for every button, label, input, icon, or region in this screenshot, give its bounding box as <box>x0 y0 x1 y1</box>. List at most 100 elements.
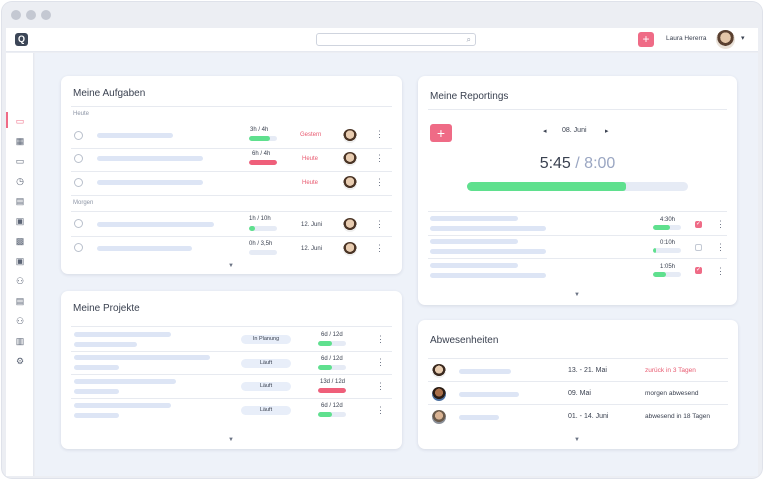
report-checkbox[interactable] <box>695 220 702 228</box>
report-desc-placeholder <box>430 273 546 278</box>
user-name[interactable]: Laura Hererra <box>666 35 707 42</box>
sidebar-reports-icon[interactable]: ▥ <box>15 336 25 346</box>
sidebar-users-icon[interactable]: ⚇ <box>15 316 25 326</box>
divider <box>71 211 392 212</box>
app-logo[interactable]: Q <box>15 33 28 46</box>
sidebar-settings-icon[interactable]: ⚙ <box>15 356 25 366</box>
target-time: 8:00 <box>584 155 616 172</box>
assignee-avatar[interactable] <box>343 218 357 232</box>
assignee-avatar[interactable] <box>343 242 357 256</box>
divider <box>428 235 727 236</box>
absences-card: Abwesenheiten 13. - 21. Mai zurück in 3 … <box>418 320 738 449</box>
chevron-down-icon[interactable]: ▾ <box>741 35 745 42</box>
report-desc-placeholder <box>430 226 546 231</box>
more-icon[interactable]: ⋮ <box>376 334 385 344</box>
tasks-card: Meine Aufgaben Heute 3h / 4h Gestern ⋮ 6… <box>61 76 402 274</box>
more-icon[interactable]: ⋮ <box>375 129 384 139</box>
divider <box>428 381 728 382</box>
assignee-avatar[interactable] <box>343 176 357 190</box>
task-due: Heute <box>302 156 319 162</box>
more-icon[interactable]: ⋮ <box>376 405 385 415</box>
report-title-placeholder <box>430 216 518 221</box>
more-icon[interactable]: ⋮ <box>375 177 384 187</box>
absence-dates: 01. - 14. Juni <box>568 413 609 420</box>
reportings-card: Meine Reportings + ◂ 08. Juni ▸ 5:45 / 8… <box>418 76 737 305</box>
task-checkbox[interactable] <box>74 131 83 140</box>
window-close-dot[interactable] <box>11 10 21 20</box>
top-bar: Q ⌕ + Laura Hererra ▾ <box>6 28 758 52</box>
sidebar-team-icon[interactable]: ⚇ <box>15 276 25 286</box>
sidebar-company-icon[interactable]: ▤ <box>15 296 25 306</box>
more-icon[interactable]: ⋮ <box>375 219 384 229</box>
task-checkbox[interactable] <box>74 178 83 187</box>
sidebar-copy-icon[interactable]: ▣ <box>15 256 25 266</box>
sidebar-timer-icon[interactable]: ◷ <box>16 176 24 186</box>
project-name-placeholder <box>74 355 210 360</box>
task-progress-fill <box>249 160 277 165</box>
report-progress-fill <box>653 248 656 253</box>
divider <box>71 326 392 327</box>
report-progress-fill <box>653 225 670 230</box>
window-chrome <box>2 2 762 28</box>
next-day-icon[interactable]: ▸ <box>605 128 609 135</box>
more-icon[interactable]: ⋮ <box>376 381 385 391</box>
window-maximize-dot[interactable] <box>41 10 51 20</box>
report-progress <box>653 272 681 277</box>
task-progress <box>249 250 277 255</box>
sidebar-inbox-icon[interactable]: ▭ <box>15 156 25 166</box>
tasks-title: Meine Aufgaben <box>73 88 146 99</box>
more-icon[interactable]: ⋮ <box>376 357 385 367</box>
report-checkbox[interactable] <box>695 244 702 251</box>
search-input[interactable]: ⌕ <box>316 33 476 46</box>
task-checkbox[interactable] <box>74 154 83 163</box>
absence-status: morgen abwesend <box>645 390 699 397</box>
window-minimize-dot[interactable] <box>26 10 36 20</box>
task-progress <box>249 226 277 231</box>
more-icon[interactable]: ⋮ <box>716 266 725 276</box>
task-due: 12. Juni <box>301 246 323 252</box>
project-status-badge: Läuft <box>241 382 291 391</box>
report-time: 4:30h <box>660 217 676 223</box>
add-report-button[interactable]: + <box>430 124 452 142</box>
task-title-placeholder <box>97 180 203 185</box>
assignee-avatar[interactable] <box>343 129 357 143</box>
task-checkbox[interactable] <box>74 243 83 252</box>
divider <box>428 211 727 212</box>
expand-chevron-icon[interactable]: ▼ <box>228 263 234 269</box>
project-status-badge: In Planung <box>241 335 291 344</box>
project-days: 6d / 12d <box>321 403 343 409</box>
add-button[interactable]: + <box>638 32 654 47</box>
project-progress-fill <box>318 412 332 417</box>
section-tomorrow: Morgen <box>73 200 94 206</box>
report-checkbox[interactable] <box>695 266 702 274</box>
task-progress-fill <box>249 136 270 141</box>
prev-day-icon[interactable]: ◂ <box>543 128 547 135</box>
divider <box>71 351 392 352</box>
assignee-avatar[interactable] <box>343 152 357 166</box>
sidebar-documents-icon[interactable]: ▣ <box>15 216 25 226</box>
daily-progress <box>467 182 688 191</box>
expand-chevron-icon[interactable]: ▼ <box>228 437 234 443</box>
project-progress-fill <box>318 365 332 370</box>
sidebar-dashboard-icon[interactable]: ▦ <box>15 136 25 146</box>
sidebar-monitor-icon[interactable]: ▭ <box>15 116 25 126</box>
user-avatar[interactable] <box>716 30 735 49</box>
logged-time: 5:45 <box>539 155 571 172</box>
absences-title: Abwesenheiten <box>430 335 499 346</box>
task-checkbox[interactable] <box>74 219 83 228</box>
expand-chevron-icon[interactable]: ▼ <box>574 292 580 298</box>
sidebar-calendar-icon[interactable]: ▩ <box>15 236 25 246</box>
more-icon[interactable]: ⋮ <box>375 153 384 163</box>
task-title-placeholder <box>97 222 214 227</box>
divider <box>71 236 392 237</box>
sidebar-buildings-icon[interactable]: ▤ <box>15 196 25 206</box>
absence-status: abwesend in 18 Tagen <box>645 413 710 420</box>
more-icon[interactable]: ⋮ <box>716 242 725 252</box>
more-icon[interactable]: ⋮ <box>375 243 384 253</box>
divider <box>428 404 728 405</box>
more-icon[interactable]: ⋮ <box>716 219 725 229</box>
project-client-placeholder <box>74 389 119 394</box>
expand-chevron-icon[interactable]: ▼ <box>574 437 580 443</box>
report-progress-fill <box>653 272 666 277</box>
divider <box>428 358 728 359</box>
